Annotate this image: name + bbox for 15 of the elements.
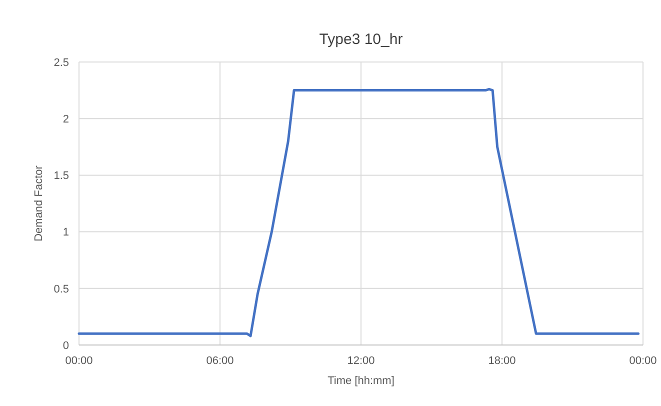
y-tick-label: 0.5 (54, 283, 69, 296)
x-tick-label: 00:00 (629, 355, 657, 367)
y-axis-title: Demand Factor (33, 165, 45, 242)
y-tick-label: 1.5 (54, 170, 69, 182)
y-tick-label: 2.5 (54, 56, 69, 69)
line-series (78, 88, 640, 338)
x-tick-label: 18:00 (488, 355, 516, 367)
y-tick-label: 2 (62, 113, 69, 126)
y-tick-label: 0 (62, 340, 69, 352)
x-axis-title: Time [hh:mm] (328, 375, 394, 387)
x-tick-label: 00:00 (65, 355, 93, 367)
y-tick-label: 1 (62, 226, 69, 239)
x-tick-label: 06:00 (206, 355, 234, 367)
chart-title: Type3 10_hr (319, 31, 403, 48)
x-tick-label: 12:00 (347, 355, 375, 367)
